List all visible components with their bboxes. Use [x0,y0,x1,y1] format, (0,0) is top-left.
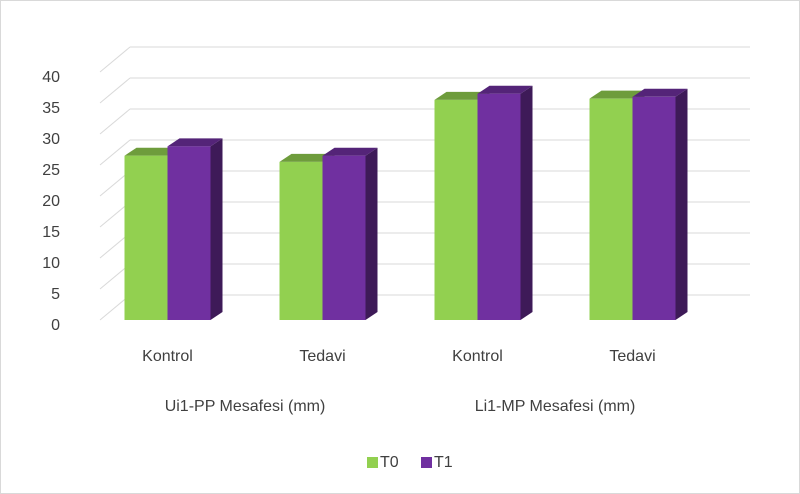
bar-front [477,93,521,320]
y-tick-label: 0 [51,317,60,334]
y-tick-label: 25 [42,162,60,179]
x-tick-label: Tedavi [609,348,655,365]
grid-line-side [99,108,131,135]
bar [322,147,378,320]
legend-swatch [367,457,378,468]
legend-label: T1 [434,454,453,471]
bar [632,88,688,320]
bar [477,85,533,320]
y-tick-label: 35 [42,100,60,117]
bar [167,138,223,320]
x-tick-label: Kontrol [142,348,193,365]
bar-top [279,153,335,162]
bar-top [589,90,645,99]
x-tick-label: Kontrol [452,348,503,365]
y-tick-label: 30 [42,131,60,148]
bar-top [632,88,688,97]
bar-side [210,138,223,320]
y-tick-label: 20 [42,193,60,210]
bar-side [365,147,378,320]
bar-front [124,155,168,320]
grid-line-side [99,139,131,166]
grid-line-side [99,46,131,73]
bar-side [675,88,688,320]
y-tick-label: 5 [51,286,60,303]
bar-top [477,85,533,94]
bar-front [167,146,211,320]
bar-side [520,85,533,320]
legend-label: T0 [380,454,399,471]
group-label: Li1-MP Mesafesi (mm) [475,398,636,415]
x-tick-label: Tedavi [299,348,345,365]
bar-front [322,155,366,320]
group-label: Ui1-PP Mesafesi (mm) [165,398,326,415]
y-tick-label: 15 [42,224,60,241]
legend-swatch [421,457,432,468]
y-tick-label: 10 [42,255,60,272]
bar-front [632,96,676,320]
bar-front [434,99,478,321]
bar-front [589,98,633,320]
bar-front [279,161,323,320]
bar-top [167,138,223,147]
bar-top [322,147,378,156]
bar-top [124,147,180,156]
bar-top [434,91,490,100]
y-tick-label: 40 [42,69,60,86]
grid-line-side [99,77,131,104]
